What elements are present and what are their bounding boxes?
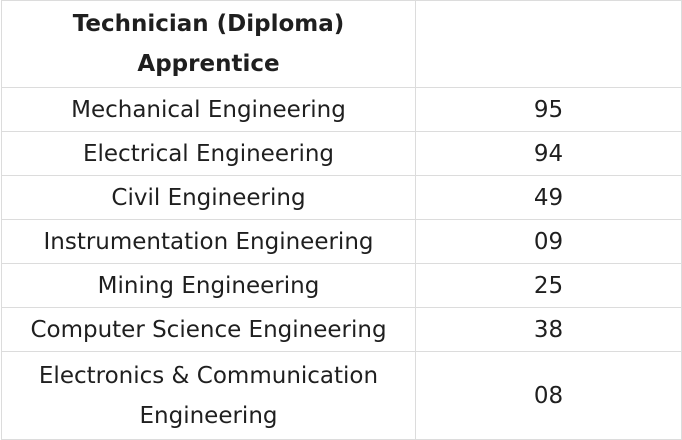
branch-cell: Civil Engineering xyxy=(1,175,416,220)
count-cell: 09 xyxy=(415,219,682,264)
count-cell: 08 xyxy=(415,351,682,440)
count-cell: 49 xyxy=(415,175,682,220)
branch-cell: Mining Engineering xyxy=(1,263,416,308)
header-title: Technician (Diploma) Apprentice xyxy=(1,0,416,88)
branch-cell: Electronics & Communication Engineering xyxy=(1,351,416,440)
branch-cell: Computer Science Engineering xyxy=(1,307,416,352)
table-row: Electrical Engineering 94 xyxy=(1,131,682,176)
table-row: Civil Engineering 49 xyxy=(1,175,682,220)
count-cell: 25 xyxy=(415,263,682,308)
count-cell: 38 xyxy=(415,307,682,352)
count-cell: 94 xyxy=(415,131,682,176)
branch-cell: Mechanical Engineering xyxy=(1,87,416,132)
table-header-row: Technician (Diploma) Apprentice xyxy=(1,0,682,88)
branch-cell: Electrical Engineering xyxy=(1,131,416,176)
branch-cell: Instrumentation Engineering xyxy=(1,219,416,264)
table-row: Mechanical Engineering 95 xyxy=(1,87,682,132)
table-row: Electronics & Communication Engineering … xyxy=(1,351,682,440)
table-row: Mining Engineering 25 xyxy=(1,263,682,308)
header-empty xyxy=(415,0,682,88)
count-cell: 95 xyxy=(415,87,682,132)
table-row: Instrumentation Engineering 09 xyxy=(1,219,682,264)
table-row: Computer Science Engineering 38 xyxy=(1,307,682,352)
